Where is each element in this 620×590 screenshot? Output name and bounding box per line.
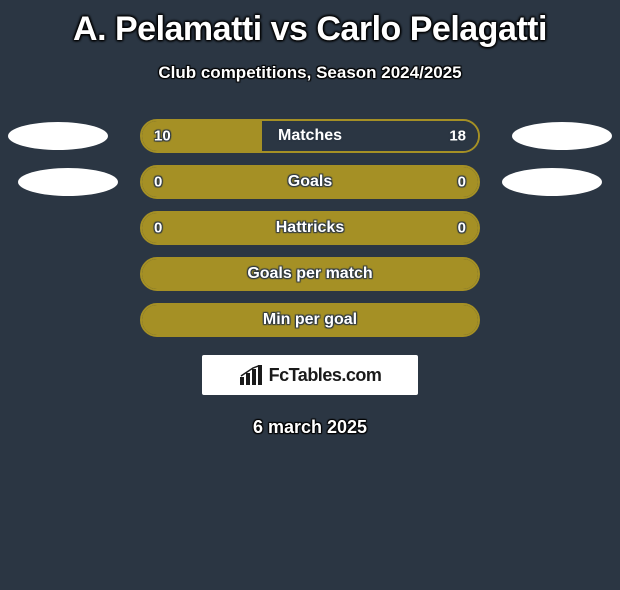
subtitle: Club competitions, Season 2024/2025 [0, 63, 620, 83]
player-oval-right [512, 122, 612, 150]
stat-value-right: 0 [458, 220, 466, 237]
stat-bar: Min per goal [140, 303, 480, 337]
player-oval-left [8, 122, 108, 150]
brand-badge: FcTables.com [202, 355, 418, 395]
stat-value-left: 0 [154, 174, 162, 191]
stat-value-left: 10 [154, 128, 171, 145]
page-title: A. Pelamatti vs Carlo Pelagatti [0, 10, 620, 49]
stat-bar-right-fill [262, 121, 478, 151]
brand-text: FcTables.com [269, 365, 382, 386]
stat-row: 00Hattricks [0, 211, 620, 245]
player-oval-right [502, 168, 602, 196]
stat-row: 00Goals [0, 165, 620, 199]
stat-row: 1018Matches [0, 119, 620, 153]
stat-row: Min per goal [0, 303, 620, 337]
date-text: 6 march 2025 [0, 417, 620, 438]
stat-bar: 00Hattricks [140, 211, 480, 245]
stat-value-left: 0 [154, 220, 162, 237]
stat-bar-left-fill [142, 305, 478, 335]
stat-rows: 1018Matches00Goals00HattricksGoals per m… [0, 119, 620, 337]
stat-row: Goals per match [0, 257, 620, 291]
stat-bar-left-fill [142, 213, 478, 243]
brand-chart-icon [239, 365, 263, 385]
player-oval-left [18, 168, 118, 196]
stat-value-right: 0 [458, 174, 466, 191]
stat-bar: Goals per match [140, 257, 480, 291]
stat-value-right: 18 [449, 128, 466, 145]
stat-bar-left-fill [142, 259, 478, 289]
stat-bar-left-fill [142, 167, 478, 197]
stat-bar: 1018Matches [140, 119, 480, 153]
stat-bar: 00Goals [140, 165, 480, 199]
